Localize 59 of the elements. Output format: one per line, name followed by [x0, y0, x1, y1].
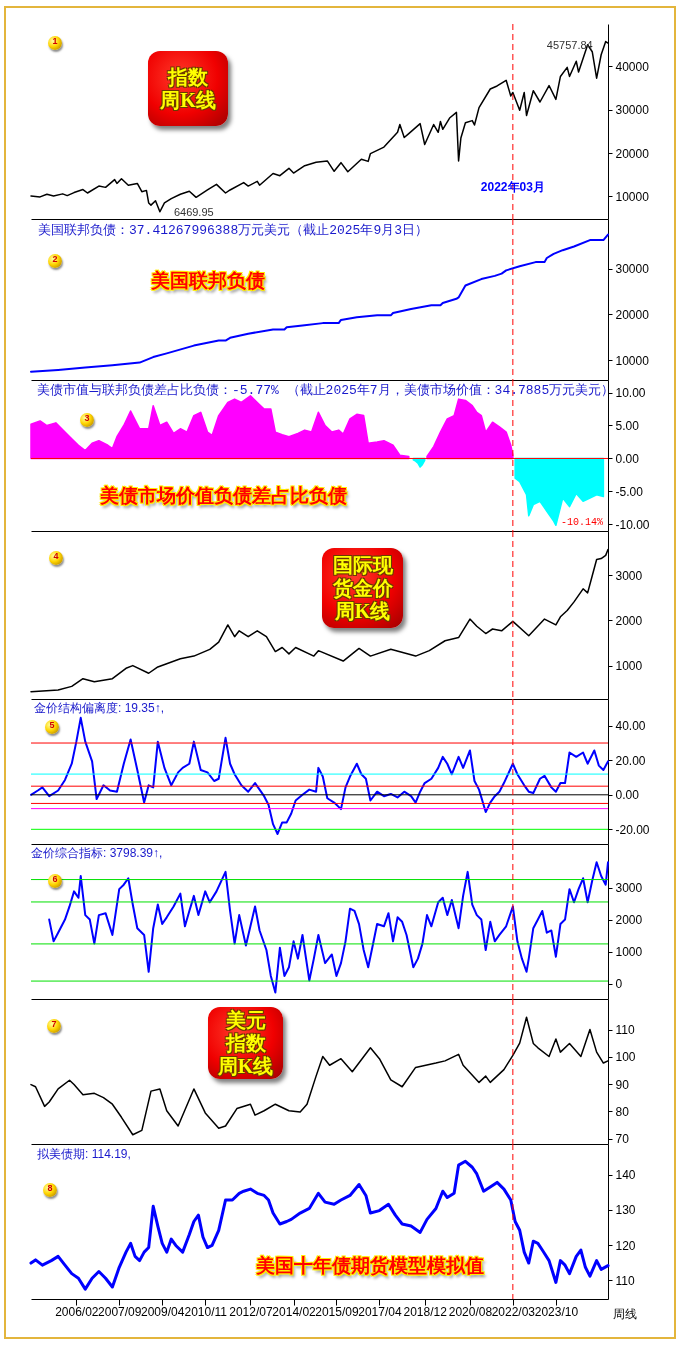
chart-subtitle: 美债市值与联邦负债差占比负债：-5.77% （截止2025年7月，美债市场价值：34.7885万元美元）	[37, 382, 615, 399]
x-tick-label: 2017/04	[358, 1304, 402, 1319]
y-tick-label: 2000	[615, 613, 643, 628]
x-tick-label: 2023/10	[534, 1304, 579, 1319]
annotation: 45757.84	[546, 38, 593, 51]
chart-subtitle: 拟美债期: 114.19,	[37, 1146, 131, 1163]
text: 美债市场价值负债差占比负债	[99, 484, 347, 508]
chart-title: 金价综合指标: 3798.39↑,	[31, 845, 163, 862]
annotation: 6469.95	[173, 205, 214, 218]
y-tick-label: -10.00	[615, 517, 650, 532]
x-tick-label: 2020/08	[448, 1304, 493, 1319]
text: 美国十年债期货模型模拟值	[256, 1254, 484, 1278]
y-tick-label: 30000	[615, 262, 650, 277]
y-tick-label: 0	[615, 977, 623, 992]
y-tick-label: 2000	[615, 913, 643, 928]
y-tick-label: 0.00	[615, 788, 640, 803]
x-tick-label: 2007/09	[98, 1304, 142, 1319]
y-tick-label: 1000	[615, 945, 643, 960]
x-tick-label: 2010/11	[184, 1304, 228, 1319]
x-tick-label: 2015/09	[315, 1304, 359, 1319]
y-tick-label: 40000	[615, 59, 650, 74]
y-tick-label: -5.00	[615, 484, 644, 499]
y-tick-label: 1000	[615, 659, 643, 674]
chart-title: 金价结构偏离度: 19.35↑,	[34, 700, 165, 717]
y-tick-label: 10000	[615, 353, 650, 368]
y-tick-label: 5.00	[615, 419, 640, 433]
y-tick-label: 80	[615, 1104, 630, 1119]
y-tick-label: 20000	[615, 307, 650, 322]
y-tick-label: 10000	[615, 189, 650, 204]
y-tick-label: 40.00	[615, 719, 646, 734]
y-tick-label: 0.00	[615, 451, 640, 466]
y-tick-label: 3000	[615, 568, 643, 583]
text: 国际现货金价周K线	[332, 553, 393, 623]
y-tick-label: 100	[615, 1050, 636, 1065]
text: 指数周K线	[159, 65, 217, 112]
text: 美国联邦负债	[151, 269, 265, 293]
y-tick-label: -20.00	[615, 822, 650, 837]
x-tick-label: 2018/12	[403, 1304, 448, 1319]
x-axis-title: 周线	[612, 1306, 637, 1321]
y-tick-label: 20000	[615, 146, 650, 161]
y-tick-label: 70	[615, 1132, 630, 1147]
annotation: -10.14%	[560, 517, 603, 529]
x-tick-label: 2022/03	[491, 1304, 536, 1319]
y-tick-label: 110	[615, 1023, 635, 1038]
y-tick-label: 140	[615, 1168, 636, 1183]
text: 美元指数周K线	[216, 1008, 275, 1078]
x-tick-label: 2009/04	[141, 1304, 185, 1319]
y-tick-label: 130	[615, 1203, 636, 1218]
x-tick-label: 2012/07	[229, 1304, 273, 1319]
y-tick-label: 10.00	[615, 386, 646, 401]
y-tick-label: 3000	[615, 881, 643, 896]
y-tick-label: 120	[615, 1238, 636, 1253]
y-tick-label: 20.00	[615, 753, 646, 768]
y-tick-label: 90	[615, 1077, 630, 1092]
ref-line-label: 2022年03月	[480, 180, 545, 194]
chart-subtitle: 美国联邦负债：37.41267996388万元美元（截止2025年9月3日）	[38, 222, 429, 239]
x-tick-label: 2006/02	[55, 1304, 99, 1319]
y-tick-label: 30000	[615, 103, 650, 118]
y-tick-label: 110	[615, 1273, 635, 1288]
